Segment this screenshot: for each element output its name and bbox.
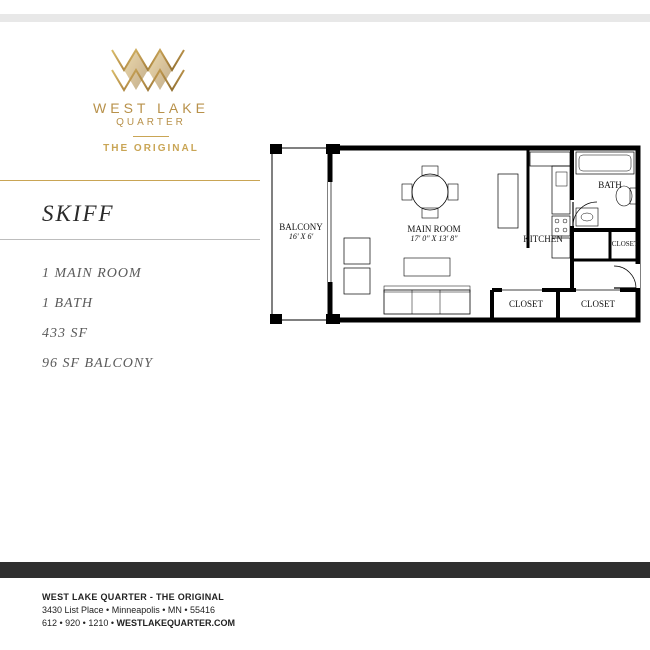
- label-dims: 17' 0" X 13' 8": [394, 234, 474, 243]
- footer-title: WEST LAKE QUARTER - THE ORIGINAL: [42, 591, 235, 604]
- top-header-bar: [0, 14, 650, 22]
- brand-name-line2: QUARTER: [42, 117, 260, 128]
- brand-name-line1: WEST LAKE: [42, 100, 260, 116]
- unit-name: SKIFF: [42, 201, 260, 227]
- spec-item: 96 SF BALCONY: [42, 356, 260, 372]
- footer-text: WEST LAKE QUARTER - THE ORIGINAL 3430 Li…: [42, 591, 235, 630]
- footer-site: WESTLAKEQUARTER.COM: [117, 618, 236, 628]
- footer-bar: [0, 562, 650, 578]
- right-panel: BALCONY 16' X 6' MAIN ROOM 17' 0" X 13' …: [260, 40, 650, 550]
- main-content: WEST LAKE QUARTER THE ORIGINAL SKIFF 1 M…: [0, 40, 650, 550]
- spec-item: 433 SF: [42, 326, 260, 342]
- tagline-rule: [133, 136, 169, 137]
- footer-phone: 612 • 920 • 1210 •: [42, 618, 117, 628]
- label-text: MAIN ROOM: [394, 224, 474, 234]
- spec-item: 1 BATH: [42, 296, 260, 312]
- label-closet-small: CLOSET: [610, 240, 640, 248]
- label-kitchen: KITCHEN: [518, 234, 568, 244]
- gold-rule: [0, 180, 260, 181]
- label-closet1: CLOSET: [498, 299, 554, 309]
- brand-tagline: THE ORIGINAL: [42, 143, 260, 154]
- brand-logo-icon: [106, 46, 196, 92]
- footer-contact: 612 • 920 • 1210 • WESTLAKEQUARTER.COM: [42, 617, 235, 630]
- footer-address: 3430 List Place • Minneapolis • MN • 554…: [42, 604, 235, 617]
- left-panel: WEST LAKE QUARTER THE ORIGINAL SKIFF 1 M…: [0, 40, 260, 550]
- label-bath: BATH: [590, 180, 630, 190]
- label-text: BALCONY: [278, 222, 324, 232]
- spec-item: 1 MAIN ROOM: [42, 266, 260, 282]
- label-dims: 16' X 6': [278, 232, 324, 241]
- brand-logo-block: WEST LAKE QUARTER THE ORIGINAL: [42, 46, 260, 154]
- label-balcony: BALCONY 16' X 6': [278, 222, 324, 242]
- floorplan: BALCONY 16' X 6' MAIN ROOM 17' 0" X 13' …: [270, 130, 642, 354]
- unit-specs: 1 MAIN ROOM 1 BATH 433 SF 96 SF BALCONY: [42, 266, 260, 372]
- label-main-room: MAIN ROOM 17' 0" X 13' 8": [394, 224, 474, 244]
- label-closet2: CLOSET: [570, 299, 626, 309]
- thin-rule: [0, 239, 260, 240]
